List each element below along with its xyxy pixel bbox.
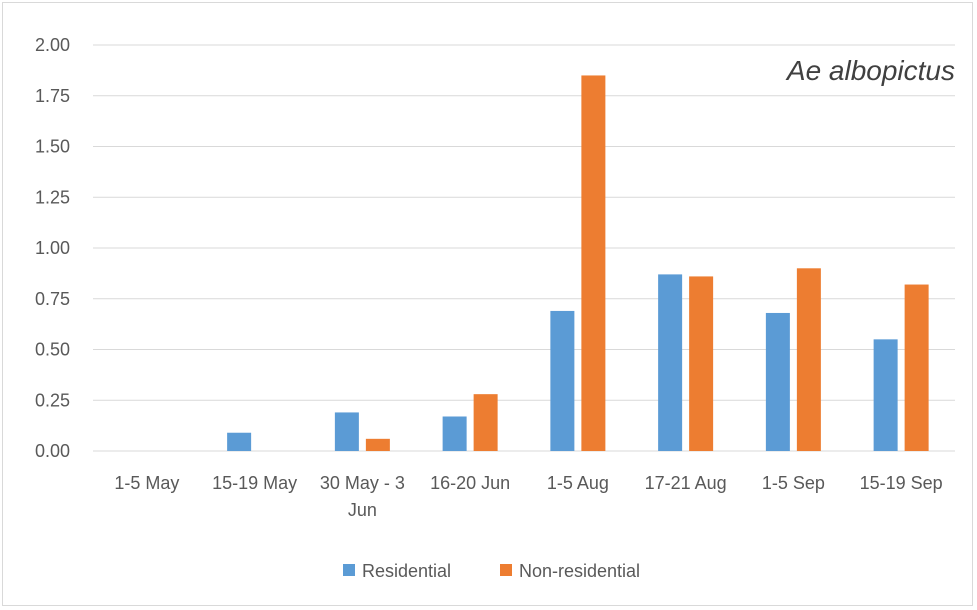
- y-tick-label: 0.25: [35, 390, 70, 410]
- x-tick-label: 17-21 Aug: [645, 473, 727, 493]
- legend-label: Non-residential: [519, 561, 640, 581]
- bar-residential: [765, 312, 790, 451]
- bar-non-residential: [796, 268, 821, 451]
- bar-residential: [550, 310, 575, 451]
- y-tick-label: 2.00: [35, 35, 70, 55]
- y-tick-label: 0.00: [35, 441, 70, 461]
- bar-non-residential: [581, 75, 606, 451]
- x-tick-label: 15-19 Sep: [860, 473, 943, 493]
- x-tick-label: 15-19 May: [212, 473, 297, 493]
- y-tick-label: 1.00: [35, 238, 70, 258]
- bar-residential: [873, 339, 898, 451]
- x-tick-label: 1-5 May: [114, 473, 179, 493]
- y-tick-label: 0.75: [35, 289, 70, 309]
- legend-swatch: [343, 564, 355, 576]
- chart-title: Ae albopictus: [785, 55, 955, 86]
- bar-residential: [442, 416, 467, 451]
- bar-non-residential: [473, 394, 498, 451]
- bar-residential: [227, 432, 252, 451]
- y-tick-label: 0.50: [35, 340, 70, 360]
- x-axis-ticks: 1-5 May 15-19 May 30 May - 3 Jun 16-20 Jun 1-…: [114, 473, 942, 520]
- y-tick-label: 1.50: [35, 137, 70, 157]
- bar-residential: [658, 274, 683, 451]
- y-axis-ticks: 0.00 0.25 0.50 0.75 1.00 1.25 1.50 1.75 2.00: [35, 35, 70, 461]
- bar-non-residential: [904, 284, 929, 451]
- gridlines: [93, 44, 955, 452]
- x-tick-label: 16-20 Jun: [430, 473, 510, 493]
- legend-swatch: [500, 564, 512, 576]
- bar-residential: [334, 412, 359, 451]
- bar-non-residential: [689, 276, 714, 451]
- legend-label: Residential: [362, 561, 451, 581]
- x-tick-label: 30 May - 3 Jun: [320, 473, 405, 520]
- bars: [227, 75, 929, 451]
- legend: Residential Non-residential: [343, 561, 640, 581]
- x-tick-label: 1-5 Sep: [762, 473, 825, 493]
- x-tick-label: 1-5 Aug: [547, 473, 609, 493]
- y-tick-label: 1.25: [35, 187, 70, 207]
- bar-non-residential: [365, 438, 390, 451]
- y-tick-label: 1.75: [35, 86, 70, 106]
